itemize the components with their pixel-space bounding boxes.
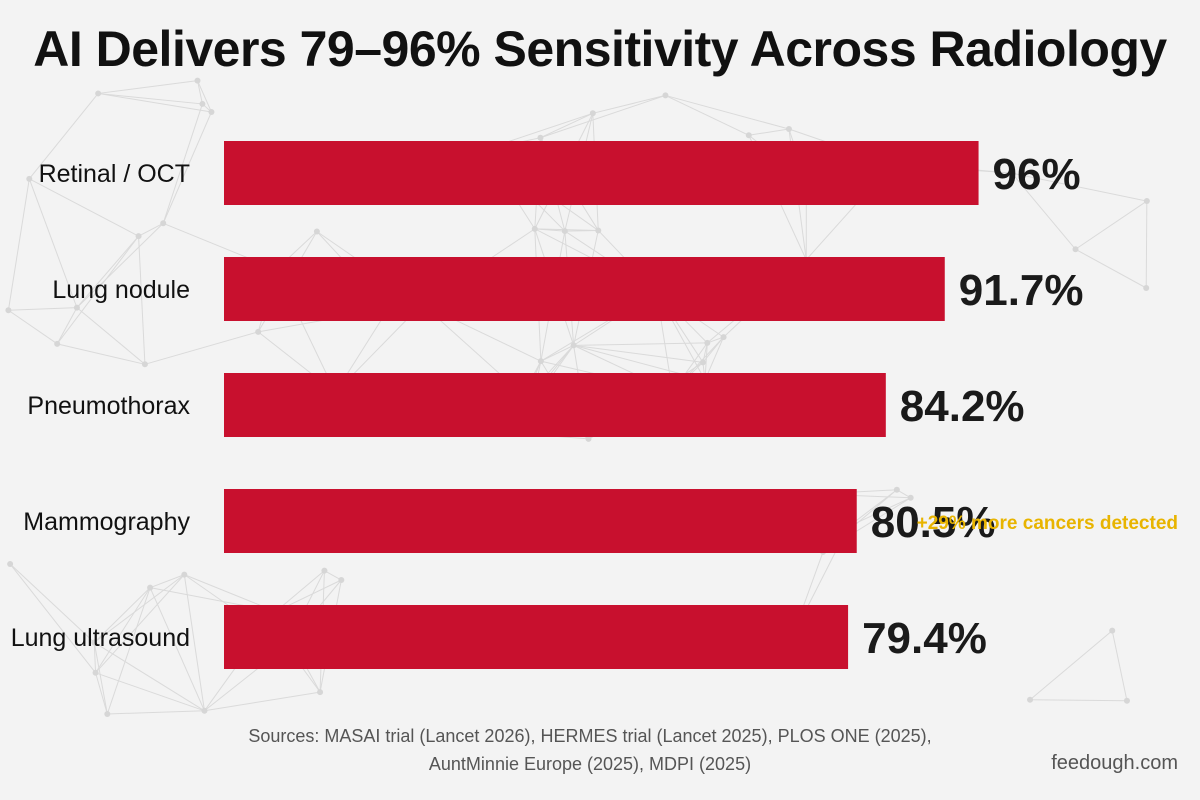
bar [224, 141, 979, 205]
sources-line-2: AuntMinnie Europe (2025), MDPI (2025) [428, 754, 752, 774]
sources-line-1: Sources: MASAI trial (Lancet 2026), HERM… [248, 726, 932, 746]
value-label: 80.5% [871, 498, 996, 547]
value-label: 96% [993, 150, 1081, 199]
category-label: Mammography [23, 508, 190, 536]
chart-title: AI Delivers 79–96% Sensitivity Across Ra… [33, 21, 1167, 77]
value-label: 84.2% [900, 382, 1025, 431]
sources-note: Sources: MASAI trial (Lancet 2026), HERM… [160, 722, 1020, 778]
category-label: Lung nodule [52, 276, 190, 304]
bar [224, 489, 857, 553]
category-label: Lung ultrasound [11, 624, 190, 652]
category-label: Pneumothorax [27, 392, 190, 420]
bar [224, 257, 945, 321]
value-label: 91.7% [959, 266, 1084, 315]
category-label: Retinal / OCT [39, 160, 190, 188]
bar [224, 373, 886, 437]
site-credit: feedough.com [1051, 752, 1178, 774]
value-label: 79.4% [862, 614, 987, 663]
bar [224, 605, 849, 669]
annotation-label: +29% more cancers detected [917, 513, 1178, 534]
